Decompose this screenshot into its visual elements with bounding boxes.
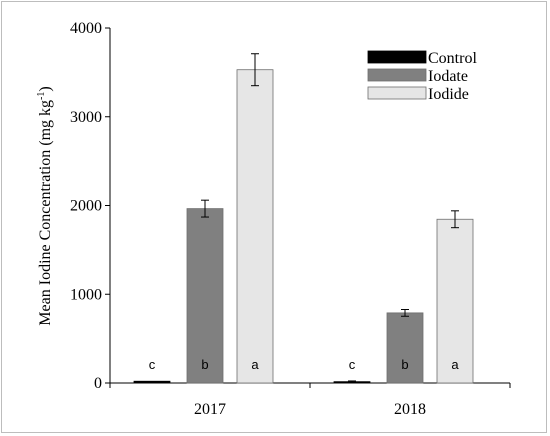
y-axis-label-sup: -1: [36, 92, 47, 100]
bar: [186, 208, 224, 384]
bar: [236, 69, 274, 384]
legend-label: Control: [428, 50, 477, 67]
legend-swatch: [367, 68, 427, 82]
y-tick-label: 1000: [70, 286, 102, 303]
legend-label: Iodide: [428, 86, 469, 103]
y-tick-label: 2000: [70, 198, 102, 215]
significance-letter: b: [401, 357, 408, 372]
x-tick-label: 2017: [194, 401, 226, 418]
legend-swatch: [367, 86, 427, 100]
bar: [386, 312, 424, 384]
y-tick-label: 3000: [70, 109, 102, 126]
axes: 0 1000 2000 3000 4000 2017 2018: [70, 20, 511, 418]
legend-label: Iodate: [428, 68, 468, 85]
significance-letter: b: [201, 357, 208, 372]
y-axis-label: Mean Iodine Concentration (mg kg-1): [36, 86, 54, 325]
y-axis-label-main: Mean Iodine Concentration (mg kg: [37, 100, 54, 326]
bar: [133, 380, 171, 384]
legend-swatch: [367, 50, 427, 64]
significance-letter: c: [149, 357, 156, 372]
x-tick-label: 2018: [394, 401, 426, 418]
significance-letter: c: [349, 357, 356, 372]
y-axis-label-suffix: ): [37, 86, 54, 91]
significance-letter: a: [251, 357, 259, 372]
y-tick-label: 0: [94, 375, 102, 392]
significance-letter: a: [451, 357, 459, 372]
bar: [436, 218, 474, 384]
y-tick-label: 4000: [70, 20, 102, 37]
